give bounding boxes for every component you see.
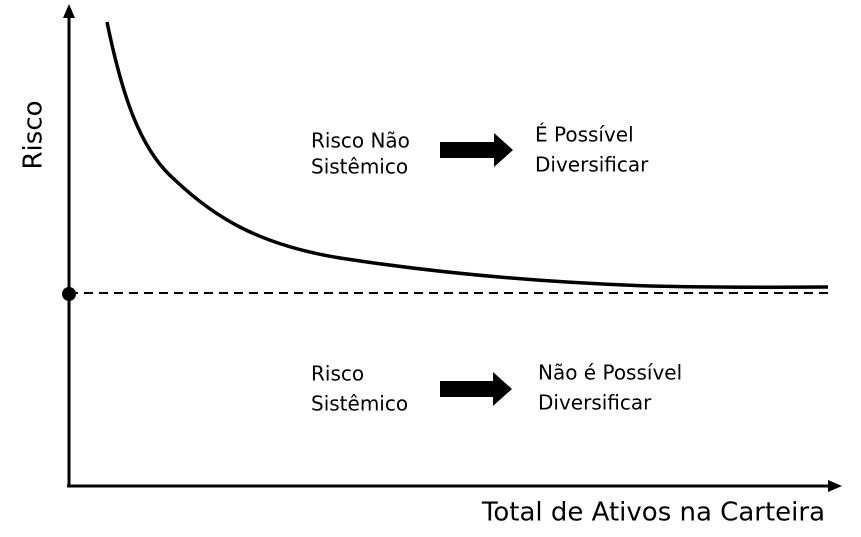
x-axis-arrowhead — [828, 480, 842, 492]
annotation-risk: Sistêmico — [311, 392, 408, 416]
annotation-result: Diversificar — [535, 153, 649, 177]
annotation-result: Não é Possível — [538, 361, 682, 385]
annotation-result: É Possível — [535, 123, 634, 147]
annotation-risk: Risco Não — [311, 129, 410, 153]
annotation-result: Diversificar — [538, 391, 652, 415]
y-axis-label: Risco — [19, 100, 49, 169]
block-arrow — [440, 372, 512, 406]
annotation-risk: Risco — [311, 362, 364, 386]
annotation-risk: Sistêmico — [311, 155, 408, 179]
x-axis-label: Total de Ativos na Carteira — [481, 498, 825, 528]
intercept-dot — [62, 287, 76, 301]
risk-curve — [105, 21, 829, 289]
y-axis-arrowhead — [63, 4, 75, 18]
block-arrow — [440, 133, 513, 167]
